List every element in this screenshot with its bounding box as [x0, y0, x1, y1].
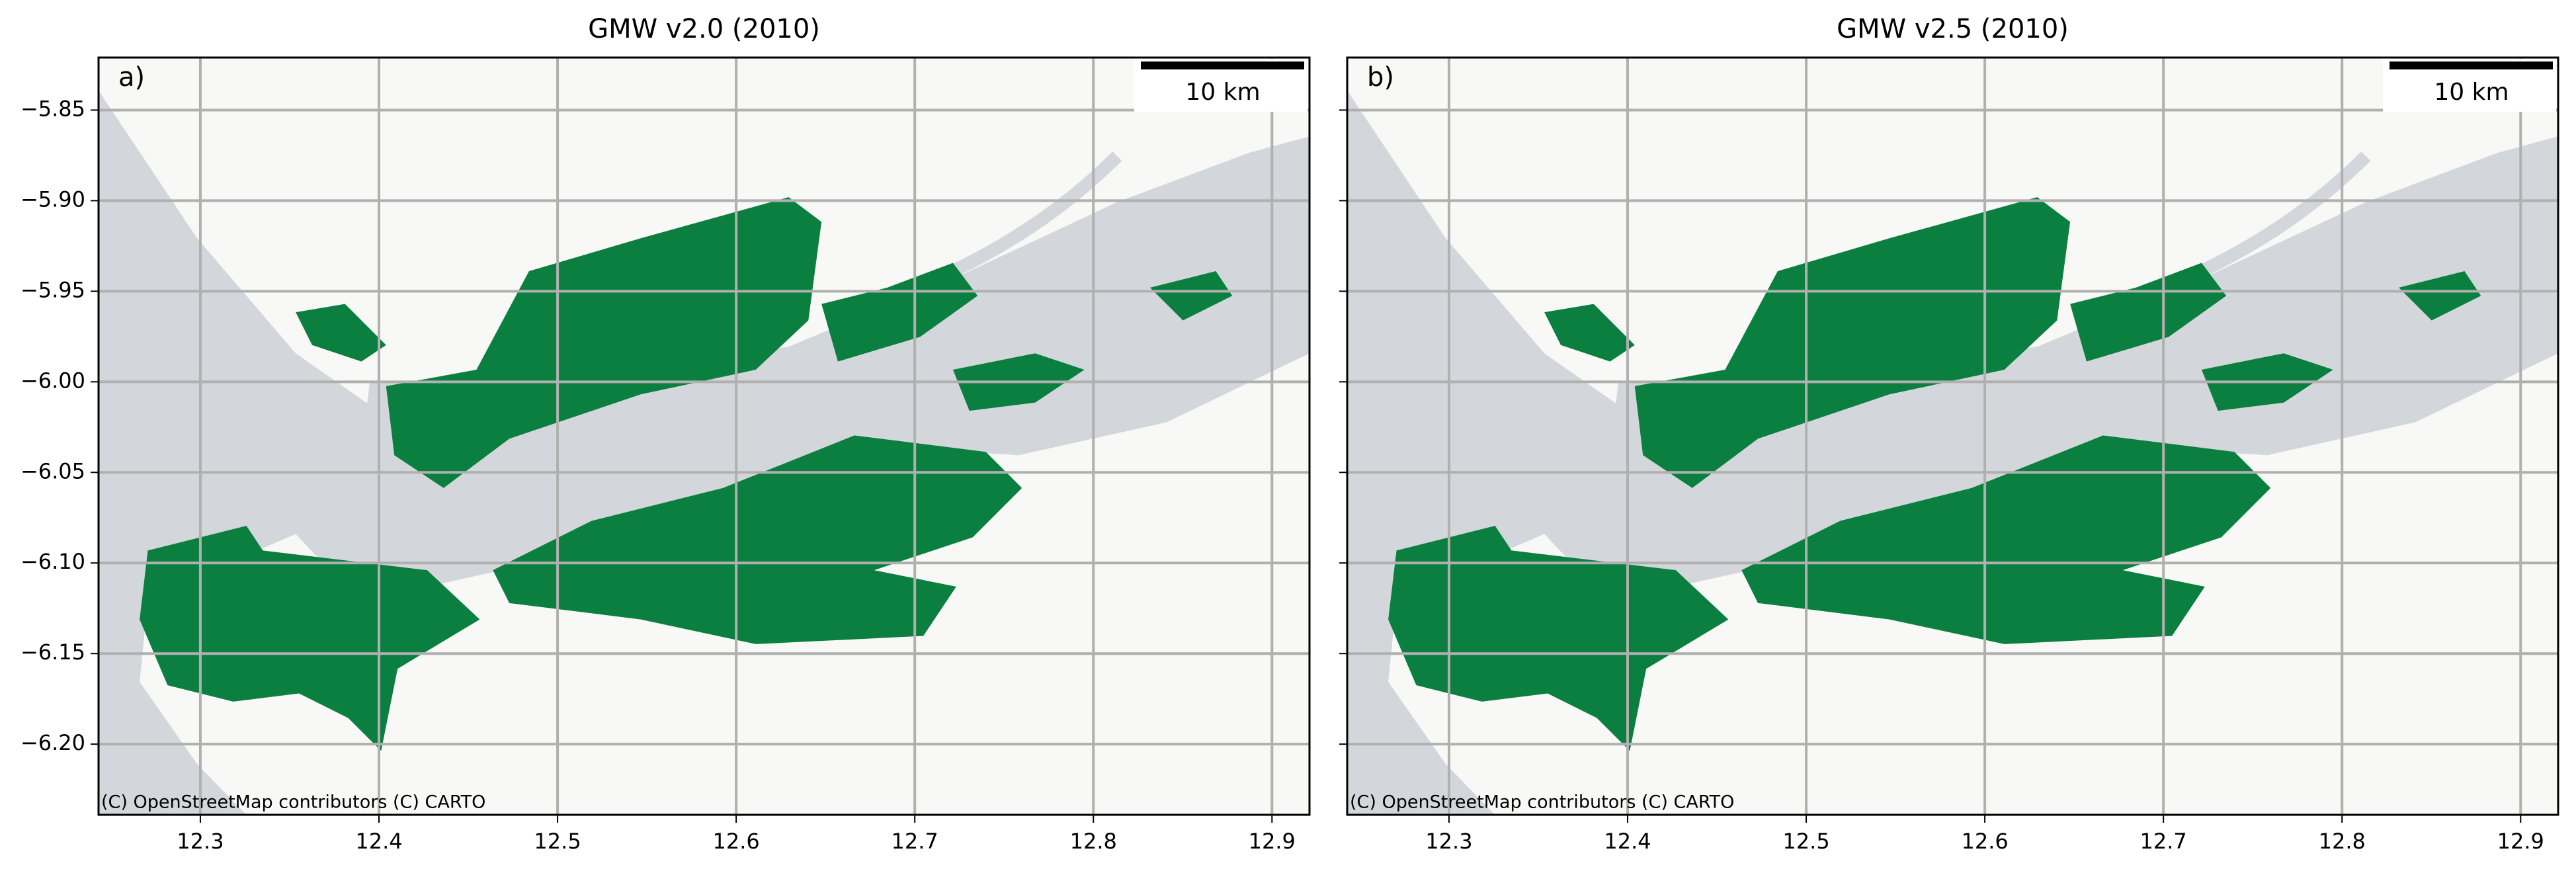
- map-panel: [99, 58, 1309, 815]
- axes-frame: [97, 56, 1311, 816]
- x-tick-label: 12.7: [892, 829, 938, 854]
- attribution: (C) OpenStreetMap contributors (C) CARTO: [1350, 792, 1734, 813]
- scale-bar-label: 10 km: [2434, 79, 2509, 106]
- x-tick-label: 12.4: [355, 829, 402, 854]
- y-tick-label: −6.15: [21, 640, 85, 665]
- panel-title: GMW v2.0 (2010): [588, 14, 820, 44]
- x-tick-label: 12.7: [2140, 829, 2187, 854]
- panel-label: b): [1367, 62, 1394, 93]
- y-tick-label: −6.00: [21, 368, 85, 393]
- x-tick-label: 12.8: [2319, 829, 2366, 854]
- x-tick-label: 12.3: [177, 829, 224, 854]
- x-tick-label: 12.5: [534, 829, 581, 854]
- x-tick-label: 12.9: [1249, 829, 1296, 854]
- y-tick-label: −5.90: [21, 187, 85, 212]
- basemap: [1347, 58, 2558, 815]
- y-tick-label: −5.85: [21, 96, 85, 121]
- axes-frame: [1346, 56, 2559, 816]
- x-tick-label: 12.4: [1604, 829, 1651, 854]
- x-tick-label: 12.5: [1782, 829, 1829, 854]
- x-tick-label: 12.6: [712, 829, 759, 854]
- y-tick-label: −6.05: [21, 458, 85, 483]
- x-tick-label: 12.8: [1070, 829, 1117, 854]
- panel-label: a): [118, 62, 145, 93]
- x-tick-label: 12.6: [1961, 829, 2008, 854]
- x-tick-label: 12.3: [1425, 829, 1472, 854]
- basemap: [99, 58, 1309, 815]
- x-tick-label: 12.9: [2497, 829, 2544, 854]
- y-tick-label: −6.20: [21, 730, 85, 755]
- attribution: (C) OpenStreetMap contributors (C) CARTO: [101, 792, 485, 813]
- y-tick-label: −5.95: [21, 277, 85, 302]
- map-panel: [1347, 58, 2558, 815]
- panel-title: GMW v2.5 (2010): [1837, 14, 2069, 44]
- y-tick-label: −6.10: [21, 549, 85, 574]
- scale-bar-label: 10 km: [1185, 79, 1260, 106]
